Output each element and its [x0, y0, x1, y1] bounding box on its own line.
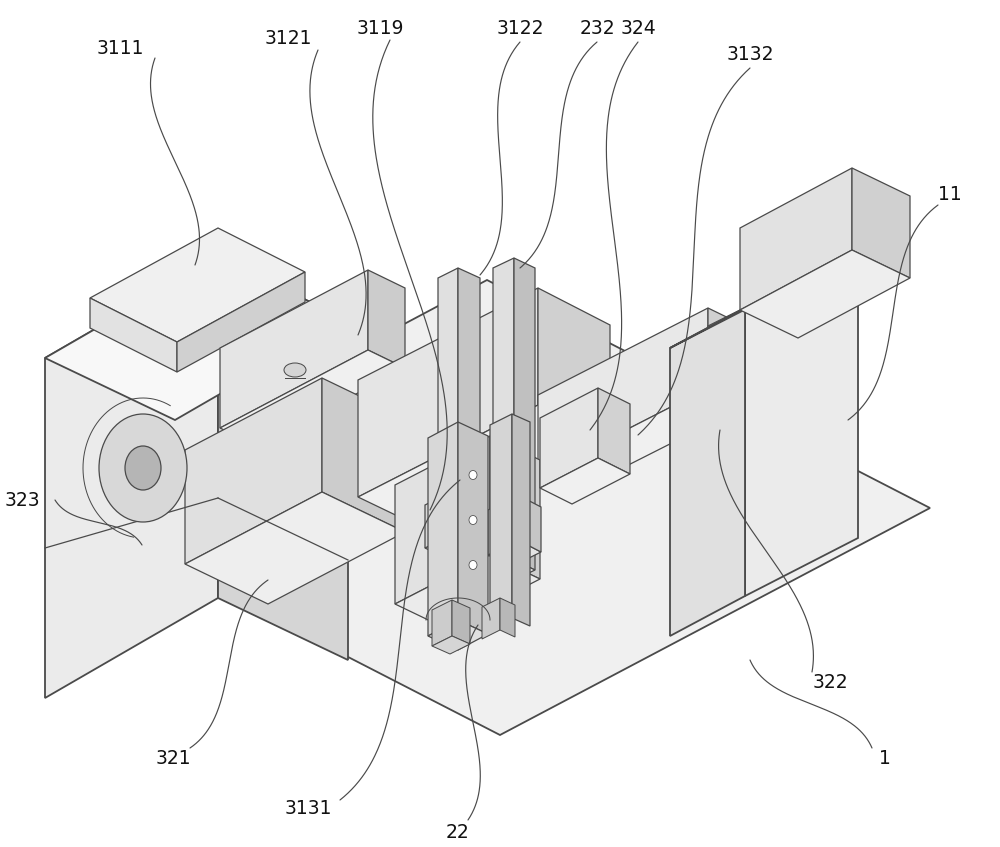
Polygon shape: [455, 490, 480, 545]
Polygon shape: [428, 620, 488, 650]
Ellipse shape: [125, 446, 161, 490]
Polygon shape: [490, 436, 540, 579]
Polygon shape: [45, 258, 218, 698]
Polygon shape: [488, 540, 541, 567]
Polygon shape: [540, 458, 630, 504]
Polygon shape: [744, 308, 768, 400]
Polygon shape: [432, 636, 470, 654]
Polygon shape: [220, 350, 405, 446]
Polygon shape: [512, 414, 530, 626]
Polygon shape: [708, 308, 744, 406]
Text: 1: 1: [879, 749, 891, 767]
Polygon shape: [438, 548, 480, 568]
Text: 324: 324: [620, 19, 656, 37]
Polygon shape: [458, 268, 480, 558]
Text: 3131: 3131: [284, 799, 332, 817]
Polygon shape: [490, 414, 512, 629]
Polygon shape: [598, 388, 630, 474]
Polygon shape: [458, 422, 488, 634]
Polygon shape: [740, 250, 910, 338]
Polygon shape: [488, 495, 518, 555]
Ellipse shape: [99, 414, 187, 522]
Polygon shape: [745, 250, 858, 596]
Polygon shape: [452, 600, 470, 644]
Polygon shape: [395, 436, 490, 604]
Polygon shape: [90, 228, 305, 342]
Polygon shape: [218, 258, 348, 660]
Text: 3121: 3121: [264, 29, 312, 47]
Ellipse shape: [469, 561, 477, 569]
Polygon shape: [428, 422, 458, 636]
Text: 3119: 3119: [356, 19, 404, 37]
Polygon shape: [514, 258, 535, 570]
Ellipse shape: [469, 470, 477, 479]
Polygon shape: [90, 298, 177, 372]
Polygon shape: [425, 490, 455, 548]
Polygon shape: [358, 405, 610, 534]
Polygon shape: [538, 288, 610, 442]
Polygon shape: [493, 560, 535, 580]
Polygon shape: [58, 280, 930, 735]
Polygon shape: [538, 308, 708, 475]
Polygon shape: [670, 250, 858, 348]
Polygon shape: [395, 555, 540, 628]
Polygon shape: [177, 272, 305, 372]
Text: 3132: 3132: [726, 46, 774, 64]
Polygon shape: [438, 268, 458, 558]
Polygon shape: [482, 598, 500, 639]
Polygon shape: [852, 168, 910, 278]
Polygon shape: [432, 600, 452, 646]
Text: 22: 22: [446, 822, 470, 842]
Polygon shape: [185, 378, 322, 564]
Polygon shape: [322, 378, 405, 532]
Polygon shape: [185, 492, 405, 604]
Polygon shape: [540, 388, 598, 488]
Polygon shape: [500, 598, 515, 637]
Text: 321: 321: [155, 749, 191, 767]
Text: 3111: 3111: [96, 38, 144, 58]
Text: 322: 322: [812, 673, 848, 691]
Polygon shape: [518, 495, 541, 552]
Polygon shape: [538, 388, 745, 493]
Polygon shape: [358, 288, 538, 497]
Polygon shape: [493, 258, 514, 570]
Polygon shape: [368, 270, 405, 368]
Ellipse shape: [284, 363, 306, 377]
Text: 3122: 3122: [496, 19, 544, 37]
Text: 232: 232: [579, 19, 615, 37]
Polygon shape: [670, 308, 745, 636]
Polygon shape: [220, 270, 368, 428]
Text: 323: 323: [4, 490, 40, 510]
Polygon shape: [708, 308, 745, 406]
Polygon shape: [740, 168, 852, 310]
Ellipse shape: [469, 516, 477, 524]
Polygon shape: [45, 258, 348, 420]
Polygon shape: [425, 533, 480, 560]
Text: 11: 11: [938, 185, 962, 204]
